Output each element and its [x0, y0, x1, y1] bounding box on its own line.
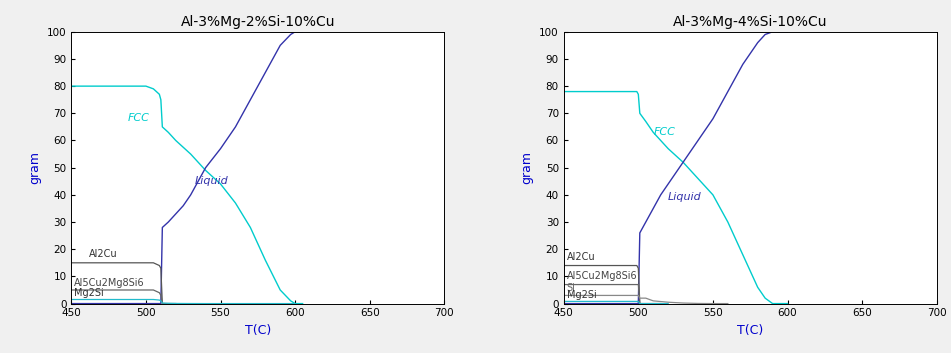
Title: Al-3%Mg-2%Si-10%Cu: Al-3%Mg-2%Si-10%Cu	[181, 15, 335, 29]
Text: Al5Cu2Mg8Si6: Al5Cu2Mg8Si6	[74, 278, 145, 288]
X-axis label: T(C): T(C)	[244, 324, 271, 337]
Text: Liquid: Liquid	[669, 192, 702, 202]
Title: Al-3%Mg-4%Si-10%Cu: Al-3%Mg-4%Si-10%Cu	[673, 15, 827, 29]
Text: FCC: FCC	[653, 127, 675, 137]
Text: Liquid: Liquid	[195, 176, 229, 186]
Text: Si: Si	[567, 283, 575, 293]
Y-axis label: gram: gram	[520, 151, 534, 184]
Text: Mg2Si: Mg2Si	[74, 288, 104, 298]
Text: Al2Cu: Al2Cu	[567, 252, 595, 262]
Text: Mg2Si: Mg2Si	[567, 290, 596, 300]
Text: Al2Cu: Al2Cu	[89, 249, 118, 259]
X-axis label: T(C): T(C)	[737, 324, 764, 337]
Y-axis label: gram: gram	[29, 151, 41, 184]
Text: FCC: FCC	[128, 113, 150, 124]
Text: Al5Cu2Mg8Si6: Al5Cu2Mg8Si6	[567, 271, 637, 281]
